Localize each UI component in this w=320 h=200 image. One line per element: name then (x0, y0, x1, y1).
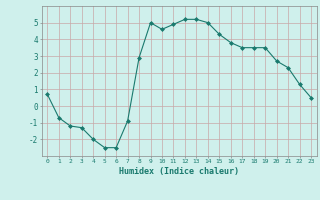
X-axis label: Humidex (Indice chaleur): Humidex (Indice chaleur) (119, 167, 239, 176)
